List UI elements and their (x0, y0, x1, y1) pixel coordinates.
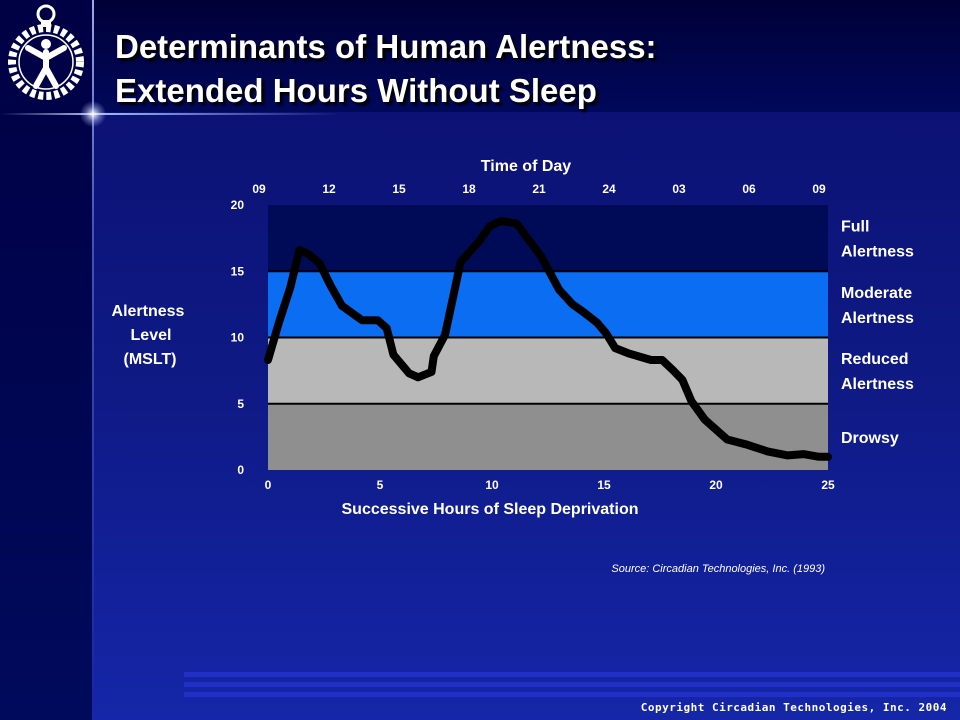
y-tick-labels: 0 5 10 15 20 (231, 198, 245, 477)
y-axis-title-line: Alertness (112, 303, 185, 320)
time-of-day-tick-label: 18 (462, 182, 476, 196)
band-label-1-1: Alertness (841, 310, 914, 327)
x-tick-label: 15 (597, 478, 611, 492)
vertical-accent-line (92, 0, 94, 720)
title-band (0, 0, 960, 112)
footer-stripe-2 (184, 682, 960, 687)
y-axis-title: Alertness Level (MSLT) (112, 303, 185, 368)
band-3 (268, 403, 828, 470)
band-0 (268, 205, 828, 272)
y-axis-title-line: (MSLT) (123, 351, 176, 368)
time-of-day-title: Time of Day (481, 158, 572, 175)
band-label-3-0: Drowsy (841, 430, 899, 447)
time-of-day-tick-label: 09 (252, 182, 266, 196)
slide-title-line-2: Extended Hours Without Sleep (115, 72, 597, 109)
y-tick-label: 5 (237, 397, 244, 411)
time-of-day-tick-label: 15 (392, 182, 406, 196)
light-flare (80, 101, 106, 127)
x-tick-label: 25 (821, 478, 835, 492)
time-of-day-tick-label: 21 (532, 182, 546, 196)
time-of-day-tick-label: 06 (742, 182, 756, 196)
y-tick-label: 20 (231, 198, 245, 212)
slide-title-line-1: Determinants of Human Alertness: (115, 28, 657, 65)
band-labels: Full Alertness Moderate Alertness Reduced Ale… (841, 219, 914, 447)
band-label-2-1: Alertness (841, 376, 914, 393)
x-tick-labels: 0 5 10 15 20 25 (265, 478, 835, 492)
footer-stripe-3 (184, 692, 960, 697)
band-label-0-0: Full (841, 219, 869, 236)
y-tick-label: 0 (237, 463, 244, 477)
left-sidebar-band (0, 0, 92, 720)
alertness-curve-points (267, 220, 829, 457)
footer-stripe-1 (184, 672, 960, 677)
band-label-2-0: Reduced (841, 351, 909, 368)
time-of-day-tick-labels: 09 12 15 18 21 24 03 06 09 (252, 182, 826, 196)
x-tick-label: 0 (265, 478, 272, 492)
x-axis-title: Successive Hours of Sleep Deprivation (342, 501, 639, 518)
time-of-day-tick-label: 24 (602, 182, 616, 196)
copyright-text: Copyright Circadian Technologies, Inc. 2… (640, 701, 947, 714)
band-2 (268, 337, 828, 404)
x-tick-label: 20 (709, 478, 723, 492)
time-of-day-tick-label: 12 (322, 182, 336, 196)
y-tick-label: 15 (231, 264, 245, 278)
time-of-day-tick-label: 03 (672, 182, 686, 196)
time-of-day-tick-label: 09 (812, 182, 826, 196)
band-label-1-0: Moderate (841, 285, 912, 302)
source-note: Source: Circadian Technologies, Inc. (19… (611, 563, 825, 575)
x-tick-label: 5 (377, 478, 384, 492)
y-axis-title-line: Level (131, 327, 172, 344)
band-1 (268, 271, 828, 338)
horizontal-accent-line (0, 113, 340, 115)
x-tick-label: 10 (485, 478, 499, 492)
band-label-0-1: Alertness (841, 244, 914, 261)
alertness-bands (268, 205, 828, 470)
circadian-figure-icon (8, 4, 84, 100)
y-tick-label: 10 (231, 331, 245, 345)
